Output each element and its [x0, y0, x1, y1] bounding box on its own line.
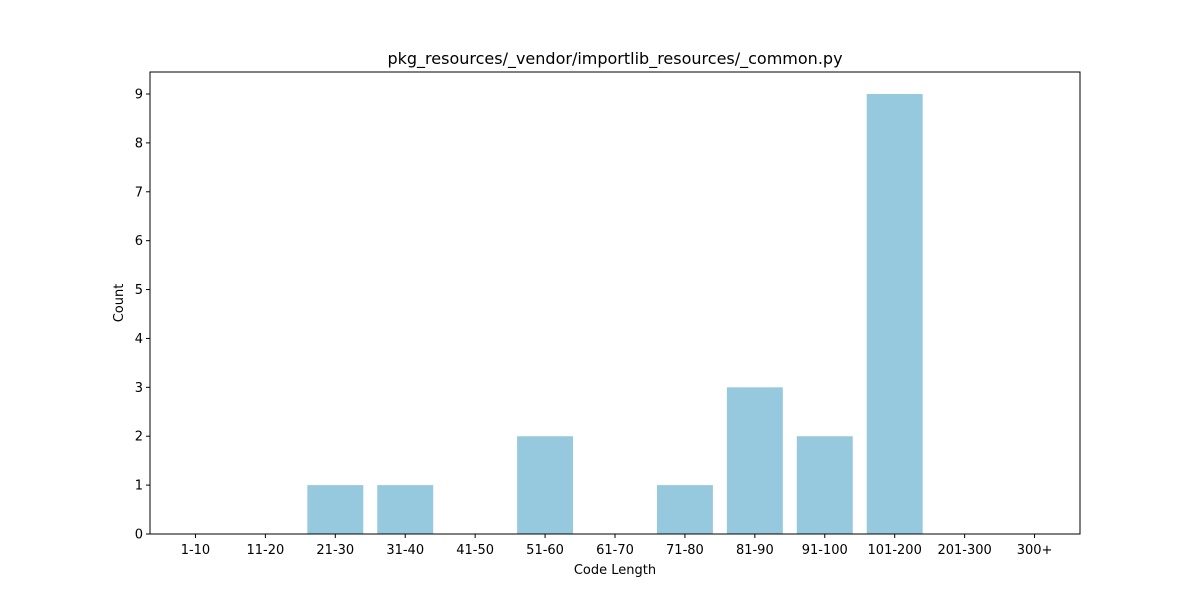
- y-tick-label: 5: [135, 283, 143, 298]
- y-tick-label: 0: [135, 528, 143, 543]
- y-tick-label: 8: [135, 136, 143, 151]
- y-tick-label: 6: [135, 234, 143, 249]
- y-tick-label: 2: [135, 430, 143, 445]
- x-tick-label: 31-40: [386, 543, 424, 558]
- y-tick-label: 1: [135, 479, 143, 494]
- y-tick-label: 3: [135, 381, 143, 396]
- bar-71-80: [656, 485, 713, 534]
- y-tick-label: 4: [135, 332, 143, 347]
- y-axis-label: Count: [112, 284, 127, 323]
- y-tick-label: 9: [135, 88, 143, 103]
- y-axis: 0 1 2 3 4 5 6 7 8 9: [135, 88, 150, 543]
- x-tick-label: 71-80: [666, 543, 704, 558]
- bar-81-90: [726, 387, 783, 534]
- x-tick-label: 21-30: [316, 543, 354, 558]
- x-tick-label: 101-200: [868, 543, 922, 558]
- x-tick-label: 1-10: [181, 543, 211, 558]
- plot-frame: [149, 71, 1081, 535]
- x-axis: 1-10 11-20 21-30 31-40 41-50 51-60 61-70 71-80 8…: [181, 534, 1053, 558]
- x-tick-label: 11-20: [246, 543, 284, 558]
- bar-31-40: [377, 485, 434, 534]
- bar-51-60: [517, 436, 574, 534]
- bar-21-30: [307, 485, 364, 534]
- x-tick-label: 61-70: [596, 543, 634, 558]
- x-tick-label: 201-300: [937, 543, 991, 558]
- bar-101-200: [866, 94, 923, 534]
- x-tick-label: 51-60: [526, 543, 564, 558]
- x-tick-label: 41-50: [456, 543, 494, 558]
- x-tick-label: 91-100: [802, 543, 848, 558]
- bar-91-100: [796, 436, 853, 534]
- chart-title: pkg_resources/_vendor/importlib_resource…: [387, 49, 842, 69]
- x-tick-label: 300+: [1017, 543, 1053, 558]
- x-tick-label: 81-90: [736, 543, 774, 558]
- bars-group: [307, 94, 923, 534]
- x-axis-label: Code Length: [574, 563, 656, 578]
- y-tick-label: 7: [135, 185, 143, 200]
